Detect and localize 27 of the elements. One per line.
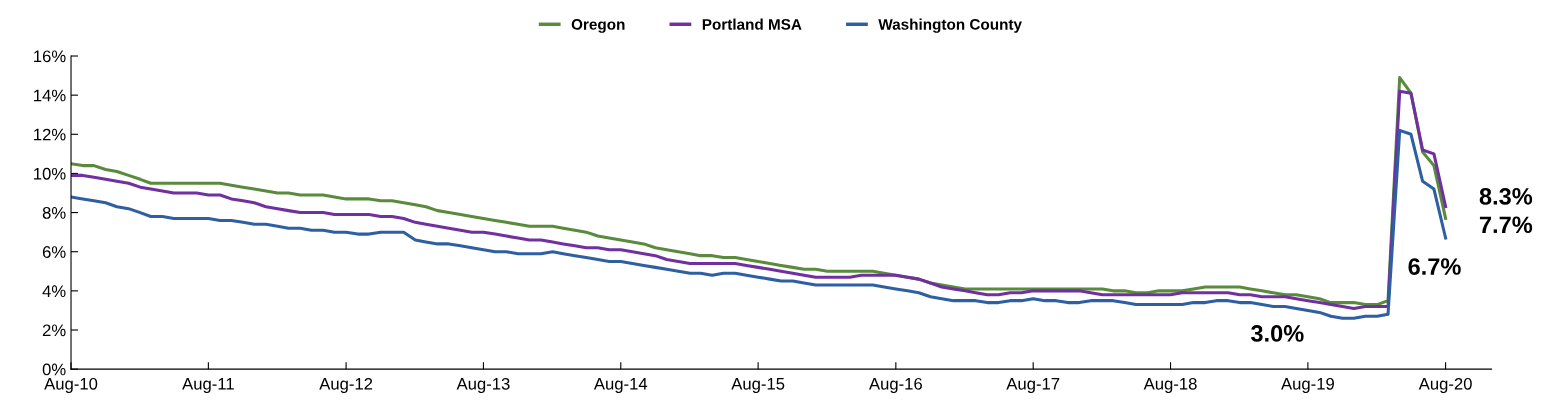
y-tick-label: 10% (34, 167, 66, 180)
y-tick-label: 2% (42, 324, 66, 337)
y-tick-label: 14% (34, 89, 66, 102)
x-tick-label: Aug-20 (1418, 377, 1472, 394)
x-tick-label: Aug-14 (593, 378, 648, 394)
annotation: 3.0% (1250, 325, 1304, 342)
y-tick-label: 4% (42, 285, 66, 297)
x-tick-label: Aug-15 (731, 378, 785, 394)
annotation: 8.3% (1479, 188, 1533, 205)
y-tick-label: 8% (42, 206, 66, 219)
legend-label: Portland MSA (702, 18, 802, 30)
x-tick-label: Aug-10 (44, 377, 98, 394)
legend-label: Oregon (571, 18, 625, 33)
annotation: 7.7% (1479, 216, 1533, 234)
x-tick-label: Aug-18 (1143, 377, 1197, 394)
y-tick-label: 0% (42, 363, 66, 376)
x-tick-label: Aug-12 (319, 377, 373, 394)
y-tick-label: 6% (42, 246, 66, 258)
x-tick-label: Aug-19 (1281, 377, 1334, 394)
legend-label: Washington County (878, 18, 1022, 33)
x-tick-label: Aug-13 (456, 377, 510, 394)
y-tick-label: 12% (34, 128, 66, 141)
x-tick-label: Aug-11 (182, 378, 234, 394)
x-tick-label: Aug-17 (1006, 378, 1060, 394)
x-tick-label: Aug-16 (869, 377, 922, 394)
y-tick-label: 16% (34, 50, 66, 63)
annotation: 6.7% (1408, 258, 1461, 275)
